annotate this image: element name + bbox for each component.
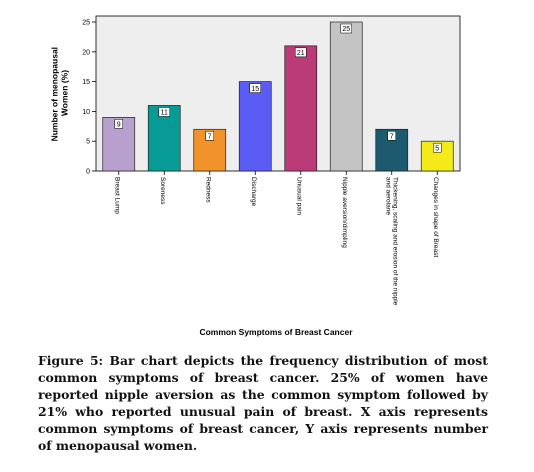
- data-label: 25: [342, 26, 350, 33]
- x-category-label: Unusual pain: [295, 177, 302, 215]
- bar: [329, 21, 363, 172]
- x-category-label: Breast Lump: [113, 177, 120, 214]
- y-tick-label: 5: [86, 139, 90, 146]
- x-category-label: Soreness: [159, 177, 166, 205]
- bar: [284, 45, 318, 172]
- y-tick-label: 10: [82, 109, 90, 116]
- data-label: 11: [161, 110, 168, 117]
- data-label-box: [114, 119, 123, 129]
- x-category-label: Changes in shape of Breast: [432, 177, 439, 257]
- x-axis-title: Common Symptoms of Breast Cancer: [199, 327, 353, 337]
- data-label: 7: [390, 133, 394, 140]
- data-label-box: [387, 131, 396, 141]
- data-label-box: [433, 142, 442, 153]
- data-label: 5: [435, 145, 439, 152]
- bar-chart: 9 11 7 15 21 25 7 5 0 5 10 15 20 25 Breast Lump Soren…: [50, 15, 461, 337]
- data-label-box: [158, 107, 170, 117]
- y-axis: 0 5 10 15 20 25: [82, 20, 96, 176]
- x-axis-categories: Breast Lump Soreness Redness Discharge Unusu…: [113, 171, 439, 306]
- data-label: 7: [208, 133, 212, 140]
- data-label: 15: [251, 86, 259, 93]
- x-category-label: Redness: [204, 177, 211, 203]
- y-tick-label: 20: [82, 49, 90, 56]
- data-label: 9: [117, 122, 121, 129]
- y-tick-label: 25: [82, 20, 90, 27]
- y-axis-title-line-1: Number of menopausal: [50, 47, 60, 141]
- data-label-box: [249, 83, 261, 93]
- bar: [238, 81, 272, 172]
- data-label-box: [205, 131, 214, 141]
- y-axis-title-line-2: Women (%): [60, 70, 70, 116]
- y-tick-label: 0: [86, 169, 90, 176]
- data-label: 21: [297, 50, 305, 57]
- x-category-label: Nipple aversion/dimpling: [341, 177, 348, 248]
- bars: 9 11 7 15 21 25 7 5: [102, 21, 454, 172]
- y-axis-title: Number of menopausal Women (%): [50, 45, 70, 142]
- x-category-label: Discharge: [250, 177, 257, 207]
- x-category-label: Thickening, scaling and erosion of the n…: [384, 177, 398, 306]
- data-label-box: [295, 47, 307, 58]
- data-label-box: [340, 23, 352, 34]
- figure-caption: Figure 5: Bar chart depicts the frequenc…: [38, 353, 488, 453]
- y-tick-label: 15: [82, 79, 90, 86]
